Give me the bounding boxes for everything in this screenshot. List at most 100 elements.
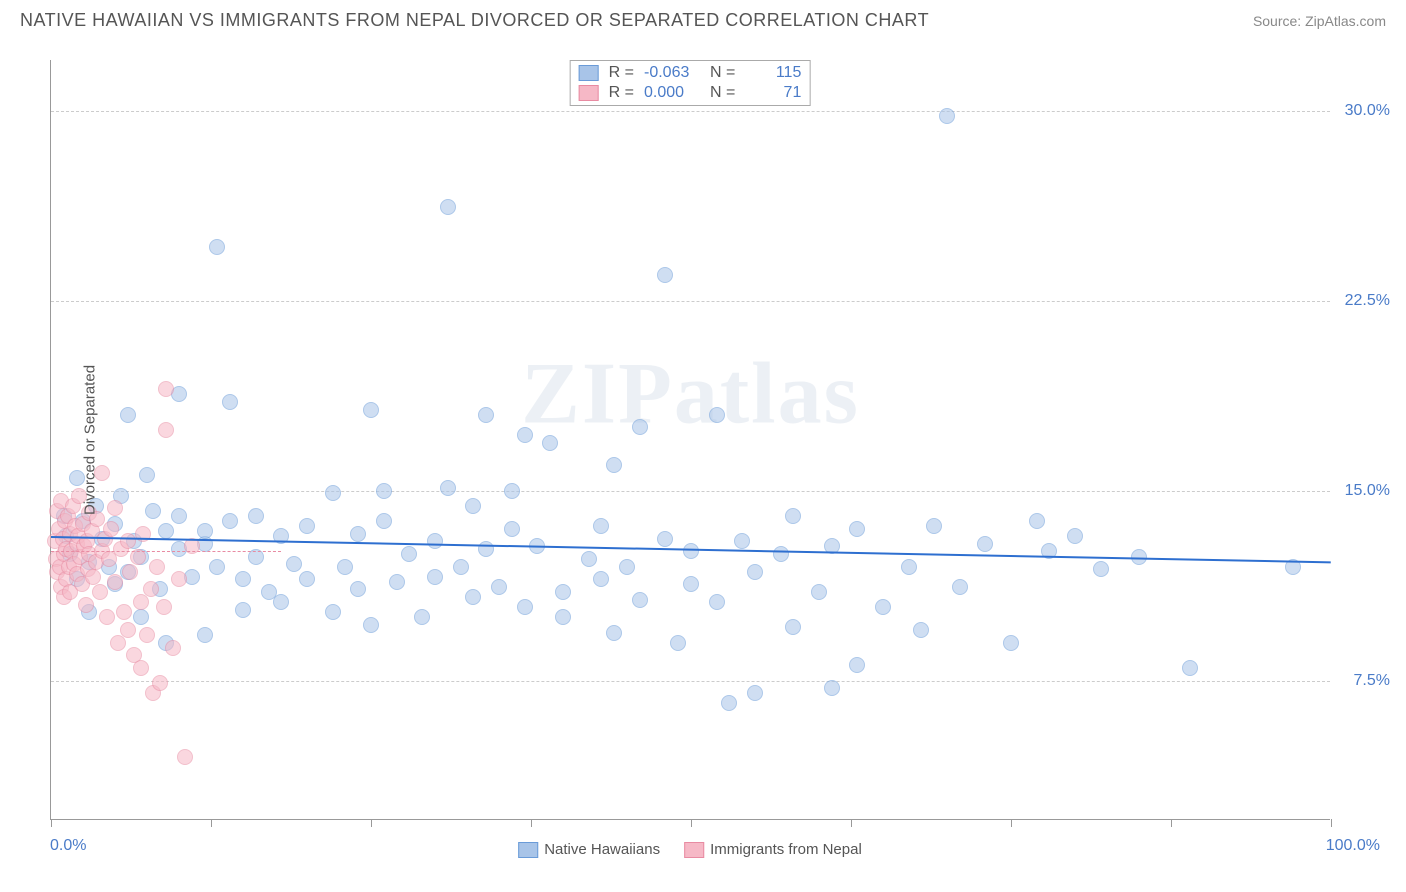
data-point — [363, 617, 379, 633]
y-tick-label: 22.5% — [1345, 292, 1390, 310]
x-tick — [1011, 819, 1012, 827]
data-point — [721, 695, 737, 711]
data-point — [116, 604, 132, 620]
data-point — [606, 457, 622, 473]
chart-source: Source: ZipAtlas.com — [1253, 13, 1386, 29]
data-point — [139, 627, 155, 643]
y-axis-title: Divorced or Separated — [82, 365, 99, 515]
legend-swatch — [579, 65, 599, 81]
legend-label: Native Hawaiians — [544, 841, 660, 858]
data-point — [849, 521, 865, 537]
data-point — [177, 749, 193, 765]
data-point — [143, 581, 159, 597]
y-tick-label: 15.0% — [1345, 482, 1390, 500]
x-tick — [211, 819, 212, 827]
x-axis-max-label: 100.0% — [1326, 837, 1380, 855]
data-point — [350, 581, 366, 597]
data-point — [913, 622, 929, 638]
data-point — [478, 541, 494, 557]
data-point — [709, 407, 725, 423]
x-axis-min-label: 0.0% — [50, 837, 86, 855]
data-point — [1182, 660, 1198, 676]
data-point — [139, 467, 155, 483]
data-point — [337, 559, 353, 575]
data-point — [849, 657, 865, 673]
data-point — [504, 483, 520, 499]
data-point — [78, 597, 94, 613]
data-point — [376, 513, 392, 529]
n-label: N = — [710, 64, 735, 82]
data-point — [427, 569, 443, 585]
stats-legend-row: R =-0.063N =115 — [579, 63, 802, 83]
data-point — [517, 599, 533, 615]
y-tick-label: 7.5% — [1354, 672, 1390, 690]
legend-swatch — [579, 85, 599, 101]
data-point — [171, 571, 187, 587]
r-label: R = — [609, 84, 634, 102]
data-point — [555, 609, 571, 625]
series-legend: Native Hawaiians Immigrants from Nepal — [518, 841, 862, 858]
data-point — [952, 579, 968, 595]
data-point — [401, 546, 417, 562]
gridline — [51, 491, 1330, 492]
data-point — [657, 267, 673, 283]
data-point — [273, 594, 289, 610]
legend-label: Immigrants from Nepal — [710, 841, 862, 858]
data-point — [120, 407, 136, 423]
x-tick — [371, 819, 372, 827]
data-point — [158, 523, 174, 539]
data-point — [145, 503, 161, 519]
data-point — [683, 576, 699, 592]
data-point — [683, 543, 699, 559]
data-point — [389, 574, 405, 590]
data-point — [152, 675, 168, 691]
data-point — [209, 239, 225, 255]
legend-swatch — [684, 842, 704, 858]
data-point — [977, 536, 993, 552]
n-value: 71 — [745, 84, 801, 102]
data-point — [491, 579, 507, 595]
data-point — [542, 435, 558, 451]
data-point — [593, 571, 609, 587]
data-point — [785, 619, 801, 635]
gridline — [51, 111, 1330, 112]
data-point — [99, 609, 115, 625]
data-point — [122, 564, 138, 580]
x-tick — [51, 819, 52, 827]
data-point — [197, 523, 213, 539]
data-point — [107, 500, 123, 516]
x-tick — [1171, 819, 1172, 827]
data-point — [209, 559, 225, 575]
data-point — [1029, 513, 1045, 529]
data-point — [593, 518, 609, 534]
data-point — [376, 483, 392, 499]
data-point — [156, 599, 172, 615]
data-point — [133, 609, 149, 625]
x-tick — [1331, 819, 1332, 827]
data-point — [465, 589, 481, 605]
watermark: ZIPatlas — [521, 343, 860, 444]
data-point — [325, 485, 341, 501]
data-point — [619, 559, 635, 575]
trend-line — [51, 551, 281, 552]
data-point — [734, 533, 750, 549]
legend-item: Immigrants from Nepal — [684, 841, 862, 858]
data-point — [299, 571, 315, 587]
data-point — [632, 592, 648, 608]
data-point — [709, 594, 725, 610]
x-tick — [851, 819, 852, 827]
data-point — [555, 584, 571, 600]
r-value: 0.000 — [644, 84, 700, 102]
data-point — [824, 680, 840, 696]
legend-swatch — [518, 842, 538, 858]
data-point — [785, 508, 801, 524]
data-point — [325, 604, 341, 620]
n-value: 115 — [745, 64, 801, 82]
data-point — [197, 627, 213, 643]
data-point — [478, 407, 494, 423]
data-point — [149, 559, 165, 575]
data-point — [299, 518, 315, 534]
data-point — [465, 498, 481, 514]
data-point — [171, 508, 187, 524]
data-point — [632, 419, 648, 435]
